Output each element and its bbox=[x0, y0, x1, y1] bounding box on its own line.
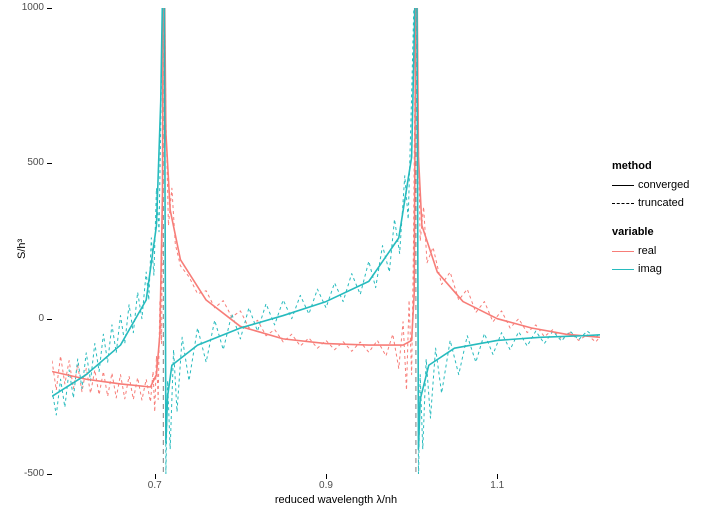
axis-tick bbox=[155, 474, 156, 479]
legend-title: method bbox=[612, 160, 689, 172]
y-axis-title: S/h³ bbox=[16, 239, 28, 259]
legend: method converged truncated variable real imag bbox=[612, 160, 689, 278]
axis-tick bbox=[47, 8, 52, 9]
axis-tick bbox=[47, 163, 52, 164]
axis-tick bbox=[47, 474, 52, 475]
legend-item: imag bbox=[612, 260, 689, 278]
legend-label: real bbox=[638, 245, 656, 257]
tick-label: 500 bbox=[0, 157, 44, 168]
series-real-truncated bbox=[52, 8, 600, 412]
series-imag-truncated bbox=[52, 8, 600, 474]
axis-tick bbox=[326, 474, 327, 479]
legend-item: real bbox=[612, 242, 689, 260]
series-real-converged bbox=[52, 8, 600, 387]
axis-tick bbox=[47, 319, 52, 320]
tick-label: 0.9 bbox=[301, 480, 351, 491]
legend-item: converged bbox=[612, 176, 689, 194]
tick-label: 0 bbox=[0, 313, 44, 324]
tick-label: 0.7 bbox=[130, 480, 180, 491]
legend-title: variable bbox=[612, 226, 689, 238]
tick-label: 1.1 bbox=[472, 480, 522, 491]
plot-svg bbox=[52, 8, 600, 474]
legend-label: imag bbox=[638, 263, 662, 275]
axis-tick bbox=[497, 474, 498, 479]
tick-label: 1000 bbox=[0, 2, 44, 13]
tick-label: -500 bbox=[0, 468, 44, 479]
x-axis-title: reduced wavelength λ/nh bbox=[246, 494, 426, 506]
legend-item: truncated bbox=[612, 194, 689, 212]
series-imag-converged bbox=[52, 8, 600, 449]
chart-container: S/h³ reduced wavelength λ/nh method conve… bbox=[0, 0, 720, 504]
legend-label: converged bbox=[638, 179, 689, 191]
plot-area bbox=[52, 8, 600, 474]
legend-label: truncated bbox=[638, 197, 684, 209]
